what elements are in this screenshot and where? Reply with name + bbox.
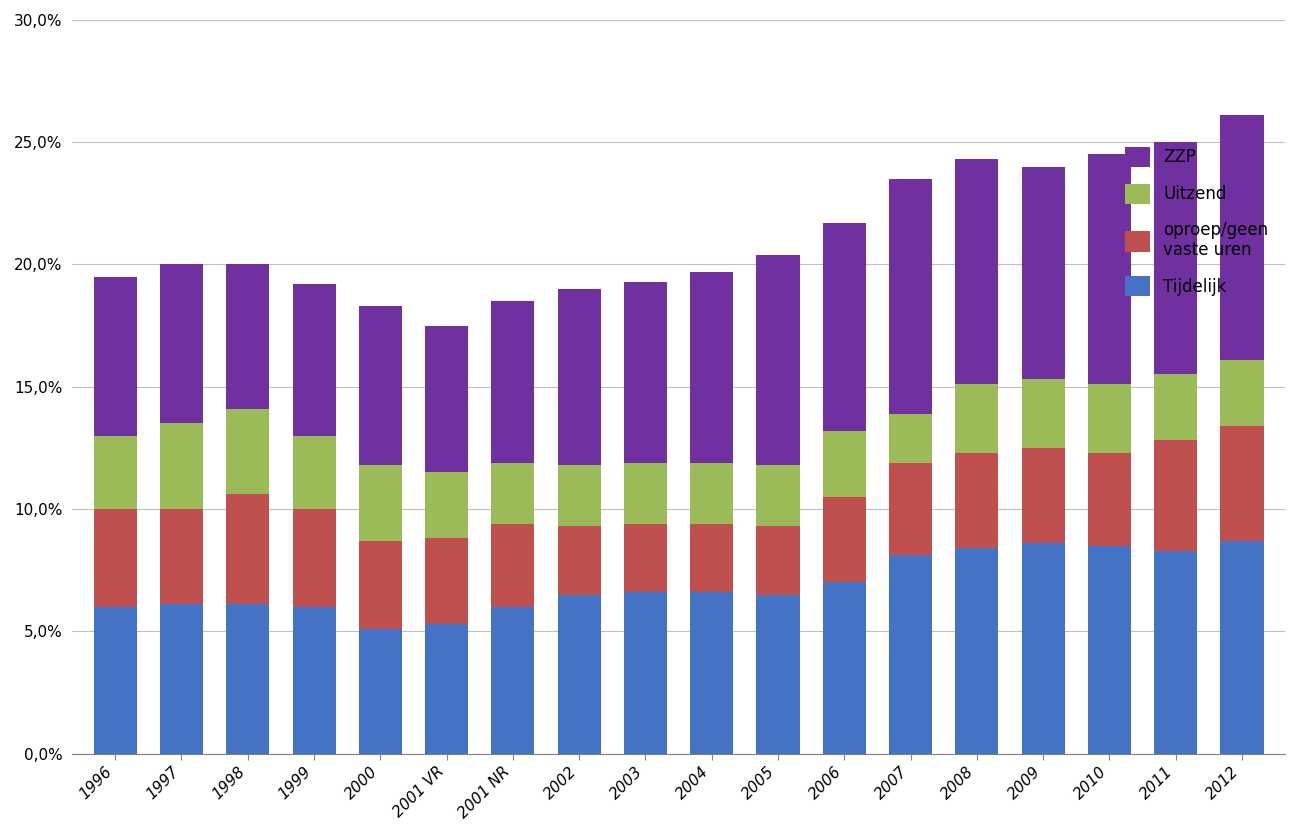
Bar xyxy=(1221,541,1264,753)
Bar xyxy=(889,179,933,413)
Bar xyxy=(160,423,203,509)
Bar xyxy=(491,301,534,463)
Bar xyxy=(557,526,600,595)
Bar xyxy=(292,436,335,509)
Bar xyxy=(491,607,534,753)
Bar xyxy=(955,453,999,548)
Bar xyxy=(1089,545,1131,753)
Bar xyxy=(557,289,600,465)
Bar xyxy=(359,306,401,465)
Bar xyxy=(160,605,203,753)
Bar xyxy=(425,539,468,624)
Bar xyxy=(1221,115,1264,360)
Bar xyxy=(690,463,734,524)
Bar xyxy=(624,524,666,592)
Bar xyxy=(1155,550,1198,753)
Bar xyxy=(624,592,666,753)
Bar xyxy=(359,541,401,629)
Bar xyxy=(889,555,933,753)
Bar xyxy=(557,595,600,753)
Bar xyxy=(359,629,401,753)
Bar xyxy=(226,408,269,494)
Bar xyxy=(1089,154,1131,384)
Bar xyxy=(226,605,269,753)
Bar xyxy=(359,465,401,541)
Bar xyxy=(690,524,734,592)
Bar xyxy=(425,326,468,473)
Bar xyxy=(690,592,734,753)
Bar xyxy=(756,255,800,465)
Bar xyxy=(690,271,734,463)
Bar xyxy=(624,463,666,524)
Bar xyxy=(822,497,866,582)
Bar xyxy=(955,384,999,453)
Bar xyxy=(94,276,136,436)
Bar xyxy=(756,595,800,753)
Legend: ZZP, Uitzend, oproep/geen
vaste uren, Tijdelijk: ZZP, Uitzend, oproep/geen vaste uren, Ti… xyxy=(1117,139,1277,305)
Bar xyxy=(160,265,203,423)
Bar xyxy=(1021,167,1065,379)
Bar xyxy=(292,607,335,753)
Bar xyxy=(425,624,468,753)
Bar xyxy=(557,465,600,526)
Bar xyxy=(822,431,866,497)
Bar xyxy=(1089,453,1131,545)
Bar xyxy=(1155,374,1198,441)
Bar xyxy=(822,223,866,431)
Bar xyxy=(1155,142,1198,374)
Bar xyxy=(292,509,335,607)
Bar xyxy=(292,284,335,436)
Bar xyxy=(94,607,136,753)
Bar xyxy=(889,413,933,463)
Bar xyxy=(226,494,269,605)
Bar xyxy=(822,582,866,753)
Bar xyxy=(955,159,999,384)
Bar xyxy=(756,526,800,595)
Bar xyxy=(1221,360,1264,426)
Bar xyxy=(624,281,666,463)
Bar xyxy=(1155,441,1198,550)
Bar xyxy=(1021,544,1065,753)
Bar xyxy=(94,436,136,509)
Bar xyxy=(1021,448,1065,544)
Bar xyxy=(1089,384,1131,453)
Bar xyxy=(889,463,933,555)
Bar xyxy=(425,473,468,539)
Bar xyxy=(955,548,999,753)
Bar xyxy=(491,524,534,607)
Bar xyxy=(226,265,269,408)
Bar xyxy=(756,465,800,526)
Bar xyxy=(160,509,203,605)
Bar xyxy=(1021,379,1065,448)
Bar xyxy=(1221,426,1264,541)
Bar xyxy=(491,463,534,524)
Bar xyxy=(94,509,136,607)
